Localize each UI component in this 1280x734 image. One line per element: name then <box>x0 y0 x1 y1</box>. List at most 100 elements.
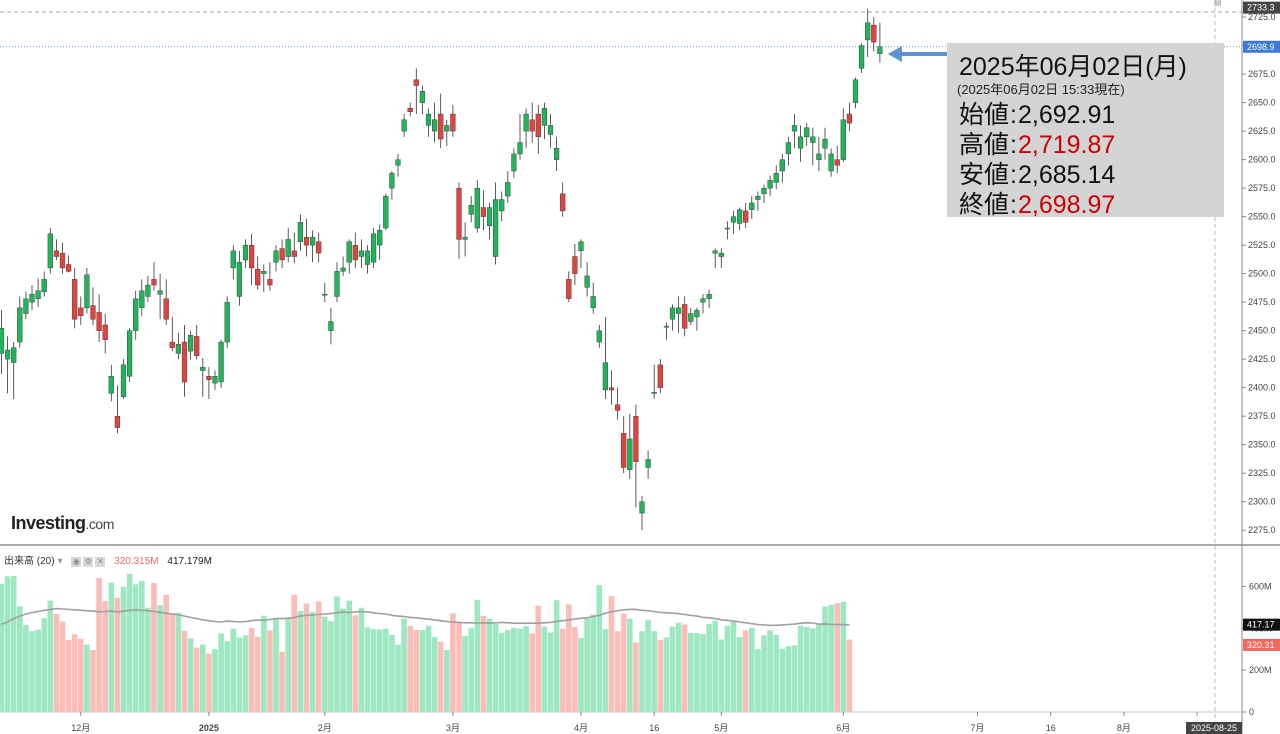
candle-body <box>310 236 316 246</box>
volume-bar <box>437 641 444 712</box>
x-tick-label: 8月 <box>1117 723 1131 733</box>
volume-bar <box>218 633 224 712</box>
volume-bar <box>736 637 743 712</box>
candle-body <box>334 271 340 297</box>
info-as-of: (2025年06月02日 15:33現在) <box>957 82 1125 97</box>
candle-body <box>358 250 365 257</box>
volume-value: 320.315M <box>114 556 159 567</box>
volume-bar <box>407 625 413 712</box>
volume-bar <box>297 611 304 712</box>
indicator-visibility-icon[interactable]: ◉ <box>71 556 82 567</box>
price-tick-label: 2725.0 <box>1248 12 1276 22</box>
volume-bar <box>657 639 664 712</box>
candle-body <box>877 46 883 54</box>
volume-bar <box>834 603 840 712</box>
volume-bar <box>474 599 481 712</box>
candle-body <box>712 250 718 254</box>
candle-body <box>236 262 243 297</box>
candle-body <box>267 279 273 286</box>
volume-bar <box>383 628 389 712</box>
volume-indicator-label[interactable]: 出来高 (20) <box>4 556 55 567</box>
volume-bar <box>261 615 267 712</box>
info-date: 2025年06月02日(月) <box>959 53 1187 81</box>
volume-bar <box>273 618 279 712</box>
volume-bar <box>114 597 121 712</box>
candle-body <box>554 148 560 160</box>
candle-body <box>72 279 78 320</box>
candle-body <box>700 298 706 303</box>
candle-body <box>218 341 224 383</box>
volume-ma-value: 417.179M <box>167 556 212 567</box>
candle-body <box>279 248 285 261</box>
candle-body <box>23 298 29 314</box>
volume-bar <box>358 607 365 712</box>
indicator-settings-icon[interactable]: ⚙ <box>83 556 94 567</box>
volume-bar <box>749 627 755 712</box>
volume-bar <box>450 613 456 712</box>
volume-bar <box>431 637 438 712</box>
volume-bar <box>663 637 670 712</box>
price-tick-label: 2550.0 <box>1248 212 1276 222</box>
candle-body <box>29 293 35 303</box>
volume-bar <box>334 596 340 712</box>
candle-body <box>627 438 633 470</box>
indicator-dropdown-icon[interactable]: ▾ <box>57 556 63 567</box>
candle-body <box>151 279 157 286</box>
volume-bar <box>730 620 737 712</box>
price-tick-label: 2375.0 <box>1248 411 1276 421</box>
volume-bar <box>23 624 29 712</box>
candle-body <box>230 250 236 269</box>
volume-bar <box>578 637 584 712</box>
candle-body <box>657 364 663 388</box>
candle-body <box>371 233 377 263</box>
open-row: 始値:2,692.91 <box>959 95 1115 131</box>
candle-body <box>242 244 249 261</box>
volume-bar <box>828 604 834 712</box>
candle-body <box>169 341 175 348</box>
x-tick-label: 2月 <box>318 723 332 733</box>
candle-body <box>779 159 785 172</box>
candle-body <box>682 304 688 329</box>
volume-bar <box>96 578 102 712</box>
candle-body <box>59 252 66 269</box>
volume-bar <box>712 620 718 712</box>
candle-body <box>322 293 328 296</box>
candle-body <box>724 227 731 230</box>
volume-bar <box>639 631 645 712</box>
high-price-tag <box>1243 1 1280 14</box>
candle-body <box>621 433 627 468</box>
volume-bar <box>41 618 47 712</box>
volume-bar <box>694 633 700 712</box>
volume-bar <box>151 583 157 712</box>
candle-body <box>541 108 548 126</box>
volume-bar <box>669 626 676 712</box>
volume-bar <box>4 576 11 712</box>
high-label: 高値 <box>959 131 1010 159</box>
candle-body <box>175 344 182 354</box>
volume-bar <box>620 613 627 712</box>
volume-bar <box>59 621 66 712</box>
volume-bar <box>688 632 694 712</box>
candle-body <box>590 296 596 309</box>
volume-bar <box>35 629 41 712</box>
candle-body <box>145 284 151 297</box>
high-row: 高値:2,719.87 <box>959 125 1115 161</box>
price-tick-label: 2675.0 <box>1248 69 1276 79</box>
volume-bar <box>175 612 182 712</box>
volume-bar <box>602 629 609 712</box>
candle-body <box>346 241 352 263</box>
candle-body <box>871 24 877 43</box>
volume-bar <box>102 601 108 712</box>
candle-body <box>133 298 139 331</box>
candle-body <box>480 207 487 217</box>
volume-bar <box>681 624 688 712</box>
volume-bar <box>315 601 322 712</box>
volume-bar <box>724 625 731 712</box>
candle-body <box>474 187 480 229</box>
candle-body <box>200 366 206 371</box>
indicator-close-icon[interactable]: ✕ <box>95 556 106 567</box>
volume-bar <box>456 621 462 712</box>
chart-settings-icon[interactable]: ▤ <box>1214 0 1222 7</box>
candle-body <box>566 279 572 299</box>
volume-bar <box>425 625 432 712</box>
